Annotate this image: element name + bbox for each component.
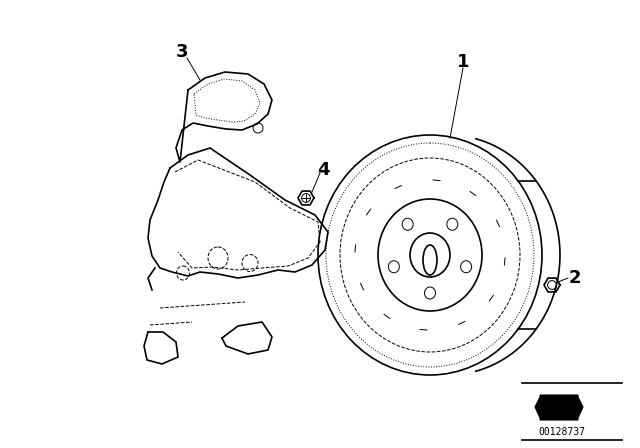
Text: 1: 1 [457, 53, 469, 71]
Text: 2: 2 [569, 269, 581, 287]
Text: 00128737: 00128737 [538, 427, 586, 437]
Polygon shape [535, 395, 583, 420]
Text: 3: 3 [176, 43, 188, 61]
Text: 4: 4 [317, 161, 329, 179]
